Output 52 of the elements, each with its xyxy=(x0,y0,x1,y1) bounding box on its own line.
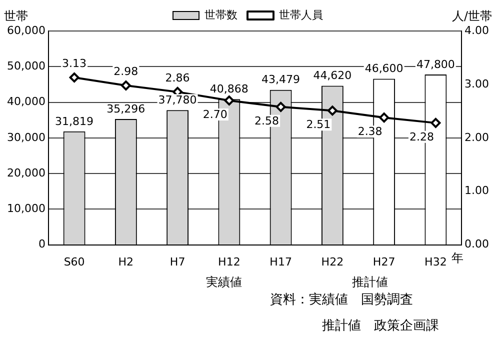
y-tick-label: 0 xyxy=(38,238,46,251)
y2-tick-label: 1.00 xyxy=(464,184,490,198)
data-label: 35,296 xyxy=(106,102,146,116)
point xyxy=(120,80,131,91)
legend-label: 世帯人員 xyxy=(279,8,323,22)
point xyxy=(379,112,390,123)
y2-tick-label: 4.00 xyxy=(464,24,490,37)
text: 実績値 xyxy=(206,274,242,289)
data-label: 2.38 xyxy=(358,124,382,138)
data-label: 2.58 xyxy=(254,114,280,128)
point xyxy=(327,106,338,116)
data-label: 43,479 xyxy=(262,73,300,86)
data-label: 2.51 xyxy=(306,118,331,131)
data-label: 44,620 xyxy=(313,69,352,82)
data-label: 2.86 xyxy=(165,71,190,84)
data-label: 31,819 xyxy=(55,114,94,128)
legend-label: 世帯数 xyxy=(204,8,238,22)
x-tick-label: H27 xyxy=(372,255,396,268)
data-label: 46,600 xyxy=(364,62,404,76)
data-label: 2.28 xyxy=(409,130,434,144)
y2-tick-label: 2.00 xyxy=(464,130,490,144)
text: 資料：実績値 国勢調査 xyxy=(270,291,413,308)
data-label: 47,800 xyxy=(416,58,455,71)
y2-tick-label: 0.00 xyxy=(464,238,490,251)
x-tick-label: H32 xyxy=(424,255,447,268)
data-label: 40,868 xyxy=(210,82,248,96)
y-tick-label: 10,000 xyxy=(6,202,46,216)
x-tick-label: H12 xyxy=(218,255,240,268)
point xyxy=(276,102,286,112)
y-tick-label: 20,000 xyxy=(6,166,46,180)
x-tick-label: H2 xyxy=(118,255,134,268)
point xyxy=(69,72,80,82)
point xyxy=(430,118,441,128)
text: 推計値 政策企画課 xyxy=(322,318,439,334)
x-tick-label: S60 xyxy=(64,255,85,268)
data-label: 2.70 xyxy=(202,108,228,121)
y-tick-label: 30,000 xyxy=(6,130,46,144)
data-label: 2.98 xyxy=(114,64,138,78)
y-tick-label: 60,000 xyxy=(6,24,46,37)
data-label: 37,780 xyxy=(158,94,197,107)
text: 推計値 xyxy=(352,274,388,289)
y-tick-label: 50,000 xyxy=(6,59,46,72)
x-tick-label: H17 xyxy=(270,255,292,268)
x-tick-label: H22 xyxy=(321,255,344,268)
y2-axis-title: 人/世帯 xyxy=(452,9,492,24)
y-axis-title: 世帯 xyxy=(4,9,28,24)
x-tick-label: H7 xyxy=(170,255,186,268)
x-axis-title: 年 xyxy=(452,250,464,265)
point xyxy=(224,95,234,106)
data-label: 3.13 xyxy=(62,56,87,70)
y2-tick-label: 3.00 xyxy=(464,77,490,90)
y-tick-label: 40,000 xyxy=(6,95,46,108)
